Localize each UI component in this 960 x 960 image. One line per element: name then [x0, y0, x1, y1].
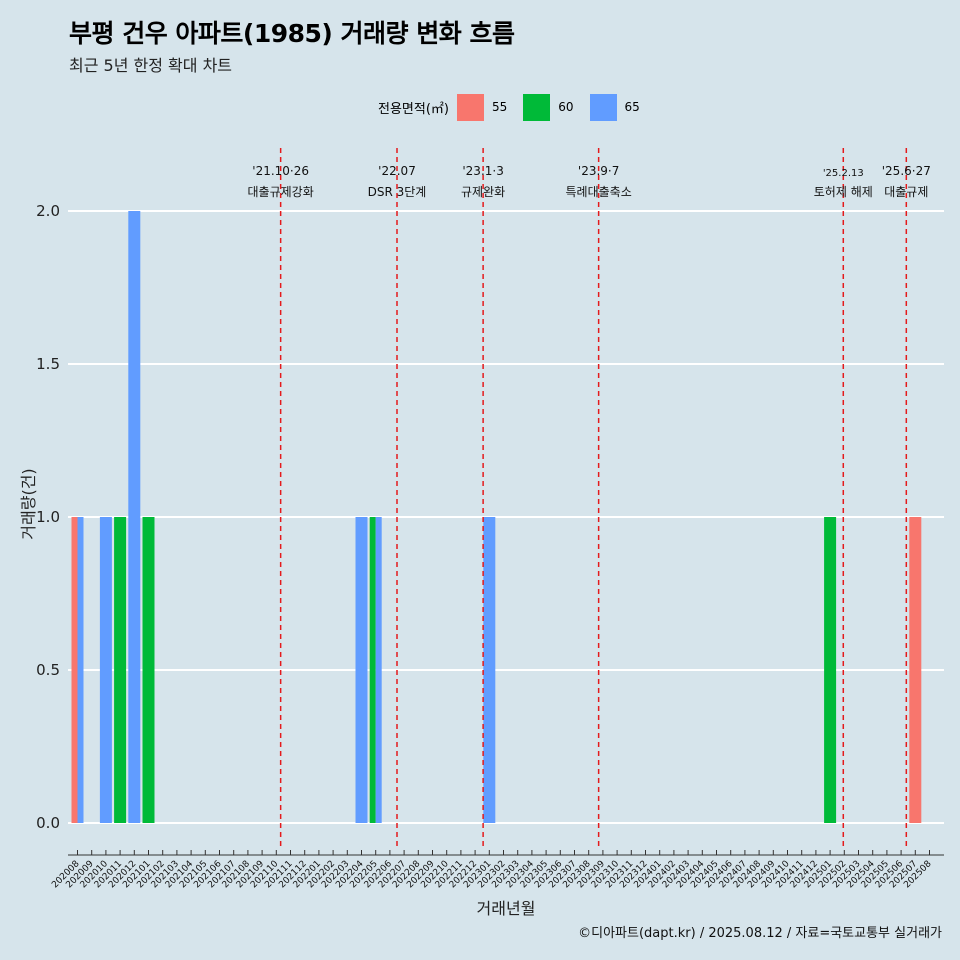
- y-tick-label: 1.5: [36, 355, 60, 373]
- legend-label-65: 65: [624, 100, 640, 114]
- bar-60-202101: [142, 517, 155, 823]
- legend-key-55: [456, 93, 484, 121]
- event-date-label: '21.10·26: [252, 164, 309, 178]
- event-date-label: '23.1·3: [462, 164, 503, 178]
- bar-55-202507: [909, 517, 922, 823]
- event-name-label: 대출규제: [884, 185, 928, 199]
- event-name-label: 특례대출축소: [566, 185, 632, 199]
- legend-title: 전용면적(㎡): [378, 101, 449, 117]
- bar-65-202301: [483, 517, 496, 823]
- event-name-label: 대출규제강화: [248, 185, 314, 199]
- event-name-label: 토허제 해제: [814, 185, 873, 199]
- legend-key-60: [523, 93, 551, 121]
- event-name-label: 규제완화: [461, 185, 505, 199]
- source-caption: ©디아파트(dapt.kr) / 2025.08.12 / 자료=국토교통부 실…: [578, 926, 942, 941]
- chart-subtitle: 최근 5년 한정 확대 차트: [69, 56, 233, 75]
- y-tick-label: 0.5: [36, 661, 60, 679]
- bar-65-202012: [128, 211, 141, 823]
- bar-60-202501: [824, 517, 837, 823]
- legend-label-55: 55: [491, 100, 508, 114]
- y-axis-title: 거래량(건): [19, 468, 38, 539]
- event-date-label: '25.2.13: [823, 168, 864, 179]
- y-tick-label: 2.0: [36, 202, 60, 220]
- bar-60-202011: [114, 517, 127, 823]
- event-date-label: '25.6·27: [882, 164, 931, 178]
- chart-title: 부평 건우 아파트(1985) 거래량 변화 흐름: [69, 19, 515, 48]
- bar-65-202010: [99, 517, 112, 823]
- legend-key-65: [589, 93, 617, 121]
- bar-65-202008: [77, 517, 84, 823]
- bar-65-202205: [375, 517, 382, 823]
- x-axis-title: 거래년월: [477, 899, 536, 918]
- legend-label-60: 60: [558, 100, 574, 114]
- y-tick-label: 1.0: [36, 508, 60, 526]
- event-date-label: '22.07: [378, 164, 416, 178]
- event-date-label: '23.9·7: [578, 164, 619, 178]
- y-tick-label: 0.0: [36, 814, 60, 832]
- event-name-label: DSR 3단계: [368, 185, 427, 199]
- bar-55-202008: [71, 517, 78, 823]
- bar-65-202204: [355, 517, 368, 823]
- bar-60-202205: [369, 517, 376, 823]
- legend: 전용면적(㎡) 55 60 65: [378, 92, 656, 122]
